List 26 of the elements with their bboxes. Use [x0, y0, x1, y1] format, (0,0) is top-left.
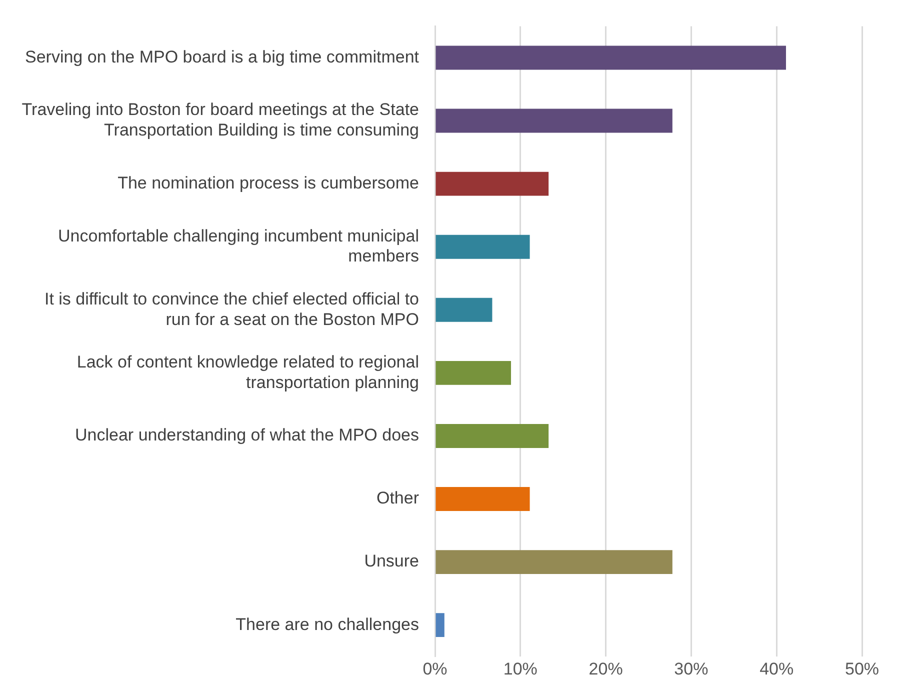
x-tick-label: 40% [760, 659, 794, 678]
y-tick-label: There are no challenges [236, 614, 419, 634]
bar [436, 550, 672, 574]
y-tick-label: Lack of content knowledge related to regional transportation planning [76, 352, 419, 392]
bar [436, 613, 444, 638]
x-tick-label: 20% [588, 659, 623, 678]
x-tick-label: 10% [503, 659, 538, 678]
y-tick-label: Serving on the MPO board is a big time commitment [25, 47, 420, 66]
x-tick-label: 50% [844, 659, 880, 678]
y-tick-label: It is difficult to convince the chief elected official to run for a seat on the Boston MPO [44, 289, 419, 329]
bar [436, 108, 672, 133]
bar [436, 46, 786, 70]
y-tick-label: Unclear understanding of what the MPO does [75, 426, 419, 445]
y-tick-label: Uncomfortable challenging incumbent municipal members [58, 226, 419, 266]
bar [436, 298, 492, 322]
x-tick-label: 0% [422, 659, 448, 678]
y-tick-label: Traveling into Boston for board meetings at the State Transportation Building is time consuming [22, 100, 419, 140]
bar [436, 172, 549, 196]
bar [436, 360, 512, 385]
bar [436, 424, 549, 448]
y-tick-label: Other [376, 488, 420, 508]
bar [436, 234, 530, 259]
y-tick-label: The nomination process is cumbersome [118, 173, 419, 192]
y-tick-label: Unsure [364, 552, 419, 571]
x-tick-label: 30% [674, 659, 708, 678]
bar [436, 487, 530, 511]
